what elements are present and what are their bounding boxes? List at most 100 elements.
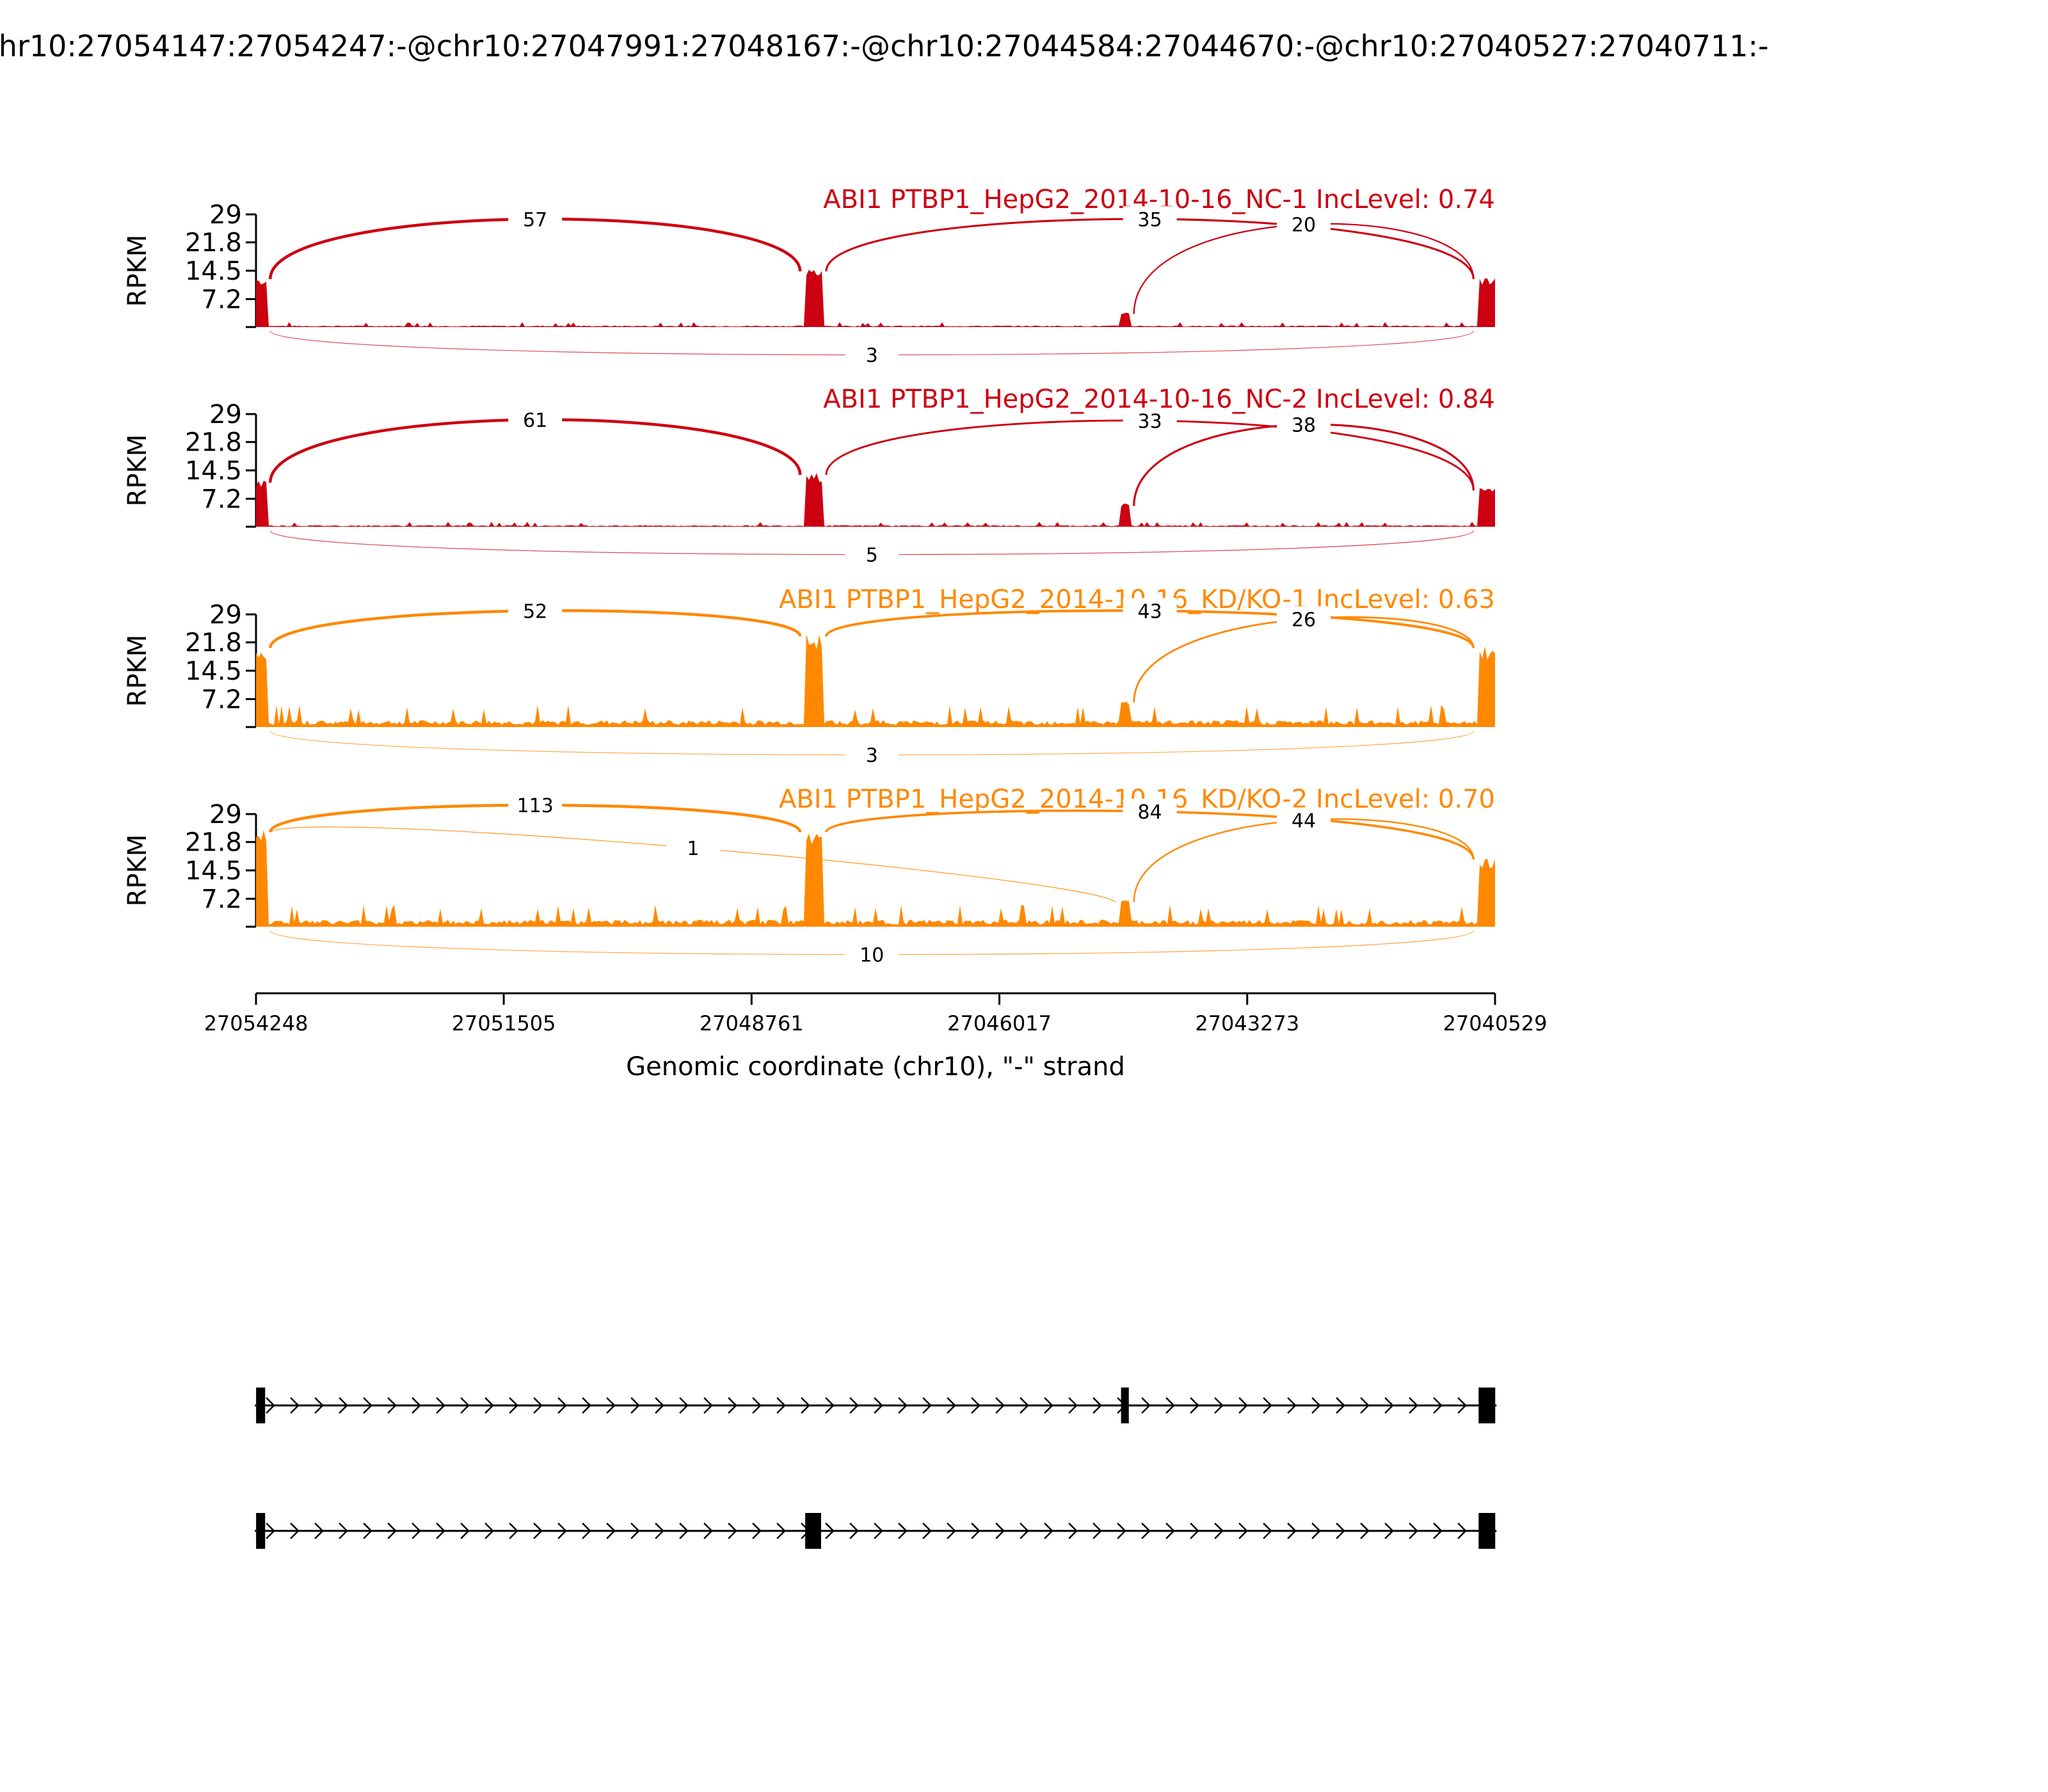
strand-arrow-icon (1068, 1397, 1078, 1414)
strand-arrow-icon (1092, 1397, 1102, 1414)
strand-arrow-icon (1117, 1523, 1126, 1539)
coverage-area (256, 269, 1495, 327)
strand-arrow-icon (752, 1523, 762, 1539)
strand-arrow-icon (1336, 1397, 1345, 1414)
strand-arrow-icon (1020, 1397, 1029, 1414)
strand-arrow-icon (290, 1523, 300, 1539)
strand-arrow-icon (1336, 1523, 1345, 1539)
junction-count-label: 10 (860, 945, 884, 967)
strand-arrow-icon (606, 1523, 616, 1539)
y-tick-label: 14.5 (185, 856, 242, 886)
y-tick-label: 29 (209, 400, 242, 429)
strand-arrow-icon (703, 1523, 713, 1539)
strand-arrow-icon (290, 1397, 300, 1414)
strand-arrow-icon (1384, 1523, 1394, 1539)
strand-arrow-icon (412, 1523, 421, 1539)
junction-count-label: 44 (1292, 810, 1316, 833)
strand-arrow-icon (1360, 1397, 1370, 1414)
y-tick-label: 29 (209, 600, 242, 630)
y-axis-label: RPKM (123, 635, 152, 707)
junction-count-label: 38 (1292, 414, 1316, 436)
strand-arrow-icon (1238, 1523, 1248, 1539)
junction-count-bg (508, 598, 563, 624)
junction-count-bg (1277, 412, 1331, 438)
junction-count-label: 43 (1138, 600, 1162, 623)
figure-title: chr10:27054147:27054247:-@chr10:27047991… (0, 29, 1769, 63)
strand-arrow-icon (436, 1397, 445, 1414)
strand-arrow-icon (1311, 1523, 1321, 1539)
strand-arrow-icon (1165, 1523, 1175, 1539)
strand-arrow-icon (776, 1523, 786, 1539)
strand-arrow-icon (1190, 1523, 1199, 1539)
isoform-models (255, 1388, 1497, 1549)
strand-arrow-icon (533, 1523, 543, 1539)
strand-arrow-icon (655, 1523, 664, 1539)
strand-arrow-icon (314, 1523, 324, 1539)
junction-count-label: 20 (1292, 214, 1316, 237)
strand-arrow-icon (363, 1523, 372, 1539)
x-tick-label: 27043273 (1195, 1011, 1299, 1036)
strand-arrow-icon (1433, 1397, 1443, 1414)
strand-arrow-icon (412, 1397, 421, 1414)
exon-block (805, 1513, 821, 1549)
strand-arrow-icon (460, 1523, 470, 1539)
y-axis-label: RPKM (123, 835, 152, 907)
strand-arrow-icon (947, 1397, 956, 1414)
strand-arrow-icon (1190, 1397, 1199, 1414)
strand-arrow-icon (339, 1397, 348, 1414)
strand-arrow-icon (1141, 1523, 1151, 1539)
strand-arrow-icon (484, 1523, 494, 1539)
y-tick-label: 21.8 (185, 228, 242, 258)
y-tick-label: 7.2 (201, 285, 242, 314)
strand-arrow-icon (655, 1397, 664, 1414)
strand-arrow-icon (825, 1397, 835, 1414)
strand-arrow-icon (1020, 1523, 1029, 1539)
exon-block (1478, 1388, 1496, 1423)
y-tick-label: 21.8 (185, 428, 242, 458)
junction-count-bg (508, 406, 563, 433)
y-tick-label: 14.5 (185, 257, 242, 286)
exon-block (256, 1513, 266, 1549)
isoform-2 (255, 1513, 1497, 1549)
strand-arrow-icon (825, 1523, 835, 1539)
strand-arrow-icon (1044, 1523, 1053, 1539)
junction-count-bg (1123, 408, 1177, 434)
strand-arrow-icon (776, 1397, 786, 1414)
strand-arrow-icon (533, 1397, 543, 1414)
strand-arrow-icon (874, 1397, 883, 1414)
strand-arrow-icon (1409, 1523, 1418, 1539)
strand-arrow-icon (1287, 1523, 1297, 1539)
strand-arrow-icon (314, 1397, 324, 1414)
junction-count-label: 5 (866, 545, 878, 567)
exon-block (1478, 1513, 1496, 1549)
strand-arrow-icon (995, 1397, 1005, 1414)
strand-arrow-icon (679, 1397, 689, 1414)
strand-arrow-icon (971, 1523, 980, 1539)
strand-arrow-icon (849, 1523, 859, 1539)
y-tick-label: 29 (209, 800, 242, 829)
coverage-area (256, 473, 1495, 527)
strand-arrow-icon (460, 1397, 470, 1414)
junction-count-bg (508, 206, 563, 232)
exon-block (256, 1388, 266, 1423)
junction-count-bg (1277, 807, 1331, 833)
x-tick-label: 27046017 (947, 1011, 1052, 1036)
strand-arrow-icon (582, 1523, 591, 1539)
strand-arrow-icon (1092, 1523, 1102, 1539)
strand-arrow-icon (898, 1397, 908, 1414)
junction-arc (1133, 223, 1475, 314)
junction-count-label: 35 (1138, 209, 1162, 231)
junction-count-bg (1277, 606, 1331, 632)
y-tick-label: 7.2 (201, 884, 242, 914)
junction-count-bg (845, 742, 899, 768)
strand-arrow-icon (1214, 1397, 1224, 1414)
strand-arrow-icon (1263, 1523, 1272, 1539)
junction-count-bg (1277, 211, 1331, 237)
junction-count-label: 52 (523, 600, 547, 623)
strand-arrow-icon (509, 1523, 518, 1539)
junction-count-label: 113 (517, 795, 554, 817)
strand-arrow-icon (1457, 1397, 1467, 1414)
strand-arrow-icon (387, 1397, 397, 1414)
